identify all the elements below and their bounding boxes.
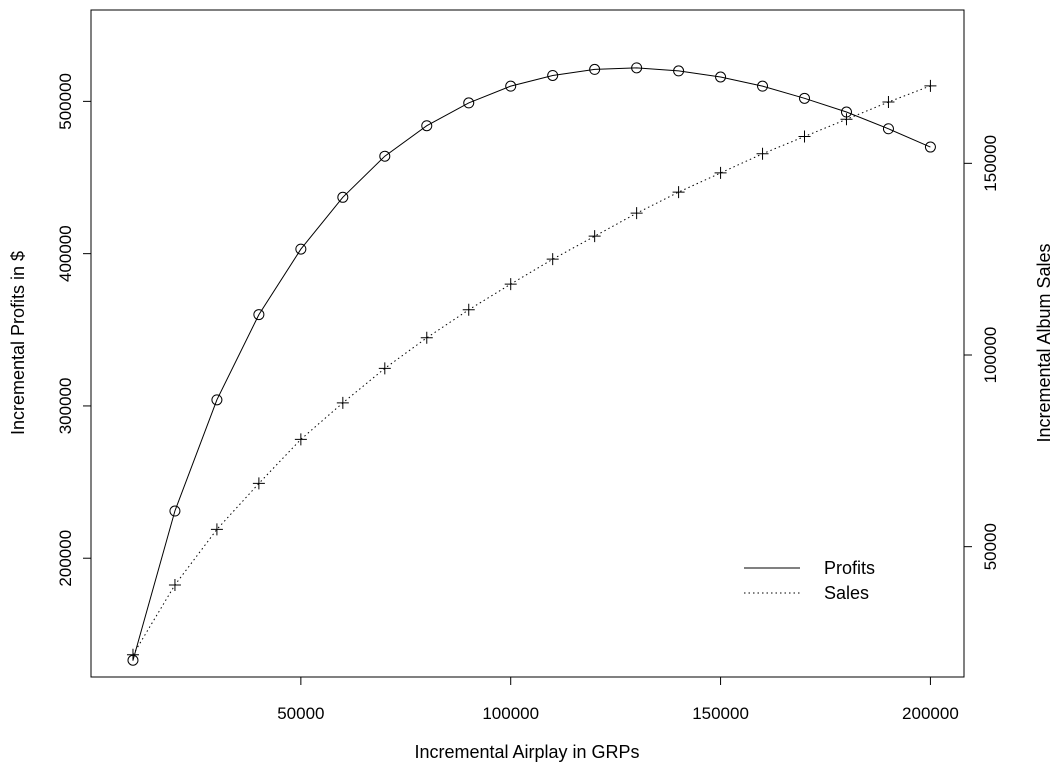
point-profits (757, 80, 769, 92)
point-profits (589, 63, 601, 75)
point-profits (505, 80, 517, 92)
plot-frame (90, 9, 965, 678)
point-profits (253, 309, 265, 321)
point-sales (672, 186, 685, 199)
point-profits (924, 141, 936, 153)
point-profits (379, 150, 391, 162)
x-tick-label: 100000 (482, 704, 539, 723)
point-profits (631, 62, 643, 74)
point-sales (546, 253, 559, 266)
point-sales (504, 278, 517, 291)
point-sales (756, 147, 769, 160)
y-left-tick-label: 500000 (56, 73, 75, 130)
point-sales (798, 130, 811, 143)
point-profits (421, 120, 433, 132)
point-sales (210, 523, 223, 536)
point-profits (882, 123, 894, 135)
point-sales (378, 362, 391, 375)
x-tick-label: 150000 (692, 704, 749, 723)
legend-label-sales: Sales (824, 583, 869, 603)
y-left-axis: 200000 300000 400000 500000 (56, 73, 91, 587)
point-sales (714, 166, 727, 179)
series-layer (126, 62, 937, 666)
point-sales (336, 396, 349, 409)
legend-label-profits: Profits (824, 558, 875, 578)
x-axis: 50000 100000 150000 200000 (277, 677, 959, 723)
point-sales (882, 96, 895, 108)
legend: Profits Sales (744, 558, 875, 603)
y-right-tick-label: 150000 (981, 135, 1000, 192)
point-profits (799, 92, 811, 104)
point-profits (211, 394, 223, 406)
x-axis-label: Incremental Airplay in GRPs (414, 742, 639, 762)
y-right-axis-label: Incremental Album Sales (1034, 243, 1054, 442)
point-sales (126, 648, 139, 661)
point-sales (462, 303, 475, 316)
point-profits (463, 97, 475, 109)
point-sales (924, 79, 937, 92)
point-profits (673, 65, 685, 77)
point-profits (715, 71, 727, 83)
point-sales (252, 477, 265, 490)
y-left-axis-label: Incremental Profits in $ (8, 251, 28, 435)
point-sales (294, 433, 307, 446)
y-right-tick-label: 100000 (981, 327, 1000, 384)
y-right-axis: 50000 100000 150000 (964, 135, 1000, 570)
point-sales (630, 207, 643, 220)
series-line-sales (132, 85, 931, 656)
point-profits (169, 505, 181, 517)
point-profits (547, 69, 559, 81)
point-sales (168, 579, 181, 591)
y-left-tick-label: 300000 (56, 378, 75, 435)
y-right-tick-label: 50000 (981, 523, 1000, 570)
point-profits (337, 191, 349, 203)
point-sales (588, 230, 601, 243)
point-sales (420, 331, 433, 344)
y-left-tick-label: 200000 (56, 530, 75, 587)
point-sales (840, 113, 853, 126)
series-line-profits (132, 67, 931, 661)
x-tick-label: 50000 (277, 704, 324, 723)
y-left-tick-label: 400000 (56, 225, 75, 282)
point-profits (295, 243, 307, 255)
x-tick-label: 200000 (902, 704, 959, 723)
